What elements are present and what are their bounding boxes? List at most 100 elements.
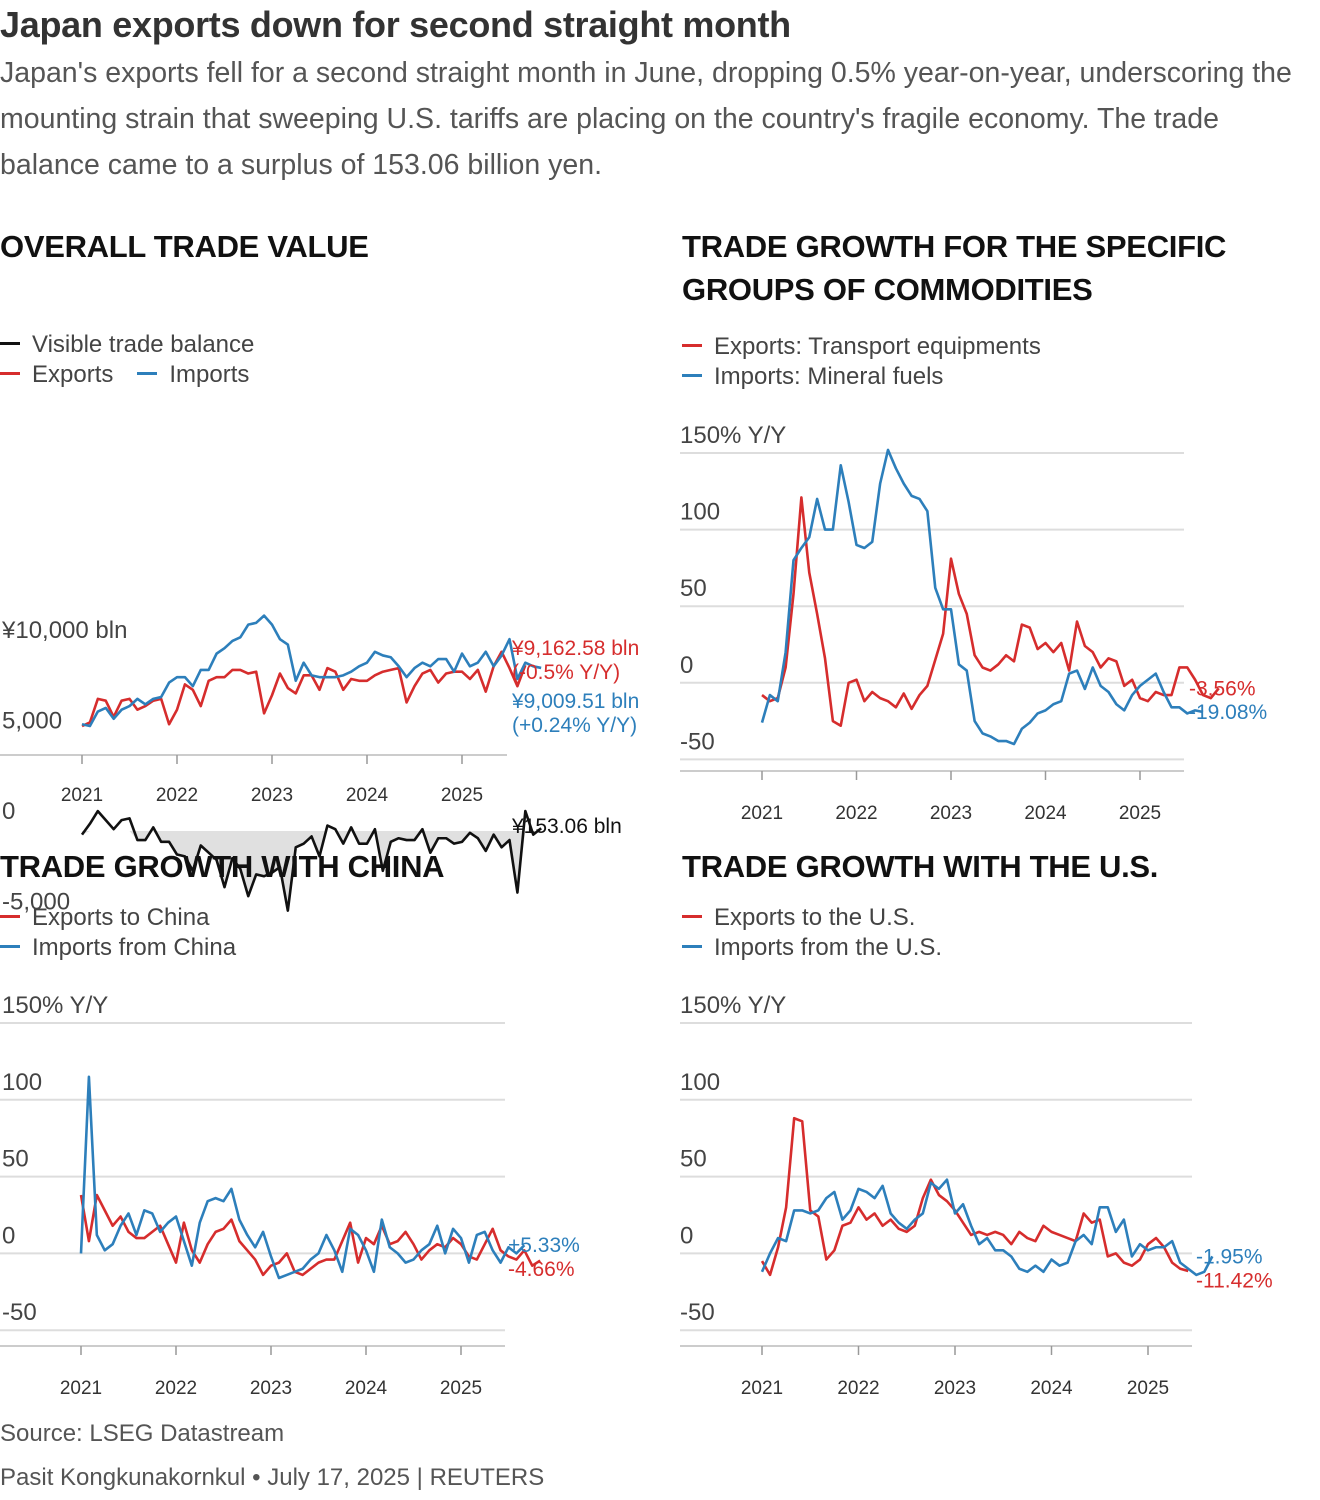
series-line (80, 809, 542, 912)
x-tick-label: 2025 (1127, 1378, 1169, 1399)
panel-title: OVERALL TRADE VALUE (0, 229, 369, 264)
china-growth-chart: 150% Y/Y 100 50 0 -50 2021 2022 2023 2024 2025 -4.… (0, 992, 580, 1399)
y-tick-label: 50 (2, 1146, 29, 1173)
series-line (760, 448, 1204, 746)
series-end-label: +5.33% (508, 1234, 580, 1257)
legend-row: Exports Imports (0, 360, 278, 390)
legend-swatch (682, 374, 702, 378)
deficit-area (82, 831, 542, 911)
legend-row: Imports from China (0, 933, 260, 963)
x-tick-label: 2023 (251, 785, 293, 806)
x-tick-label: 2022 (155, 1378, 197, 1399)
series-end-label: ¥153.06 bln (511, 815, 622, 838)
headline: Japan exports down for second straight m… (0, 4, 791, 45)
chart-legend: Visible trade balance Exports Imports (0, 330, 278, 390)
y-tick-label: -50 (680, 728, 715, 755)
legend-item: Exports to China (0, 903, 209, 933)
series-end-label: -3.56% (1189, 677, 1256, 700)
legend-label: Imports from the U.S. (714, 934, 943, 961)
legend-item: Imports from the U.S. (682, 933, 942, 963)
y-tick-label: 100 (680, 499, 720, 526)
panel-title: TRADE GROWTH WITH CHINA (0, 849, 445, 884)
panel-china-growth: TRADE GROWTH WITH CHINA Exports to China… (0, 845, 640, 1399)
y-tick-label: -50 (680, 1299, 715, 1326)
x-tick-label: 2024 (1030, 1378, 1073, 1399)
series-line (81, 614, 542, 728)
x-tick-label: 2023 (250, 1378, 292, 1399)
series-end-label: -19.08% (1189, 701, 1267, 724)
x-tick-label: 2022 (835, 803, 877, 824)
y-tick-label: 150% Y/Y (680, 992, 786, 1019)
end-label-line: -11.42% (1196, 1269, 1273, 1292)
x-tick-label: 2024 (346, 785, 389, 806)
y-tick-label: 150% Y/Y (2, 992, 108, 1019)
legend-row: Imports from the U.S. (682, 933, 966, 963)
end-label-line: ¥153.06 bln (511, 815, 622, 838)
x-tick-label: 2024 (345, 1378, 388, 1399)
chart-legend: Exports to the U.S. Imports from the U.S… (682, 903, 966, 963)
y-tick-label: 0 (680, 652, 693, 679)
legend-label: Exports: Transport equipments (714, 333, 1041, 360)
legend-label: Exports to China (32, 904, 210, 931)
x-tick-label: 2021 (61, 785, 103, 806)
legend-swatch (0, 945, 20, 949)
end-label-line: ¥9,162.58 bln (511, 637, 639, 660)
x-tick-label: 2024 (1024, 803, 1067, 824)
legend-item: Visible trade balance (0, 330, 254, 360)
chart-legend: Exports to China Imports from China (0, 903, 260, 963)
legend-label: Imports (169, 361, 250, 388)
y-tick-label: -5,000 (2, 889, 70, 916)
y-tick-label: 100 (2, 1069, 42, 1096)
x-tick-label: 2025 (441, 785, 483, 806)
y-tick-label: 5,000 (2, 708, 62, 735)
series-line (81, 650, 527, 728)
panel-title-line2: GROUPS OF COMMODITIES (682, 272, 1093, 307)
chart-legend: Exports: Transport equipments Imports: M… (682, 332, 1065, 392)
end-label-line: -4.66% (508, 1258, 575, 1281)
y-tick-label: 150% Y/Y (680, 422, 786, 449)
y-tick-label: ¥10,000 bln (1, 617, 127, 644)
legend-label: Imports from China (32, 934, 237, 961)
y-tick-label: 50 (680, 1146, 707, 1173)
end-label-line: -19.08% (1189, 701, 1267, 724)
panel-title-line1: TRADE GROWTH FOR THE SPECIFIC (682, 229, 1227, 264)
y-tick-label: -50 (2, 1299, 37, 1326)
panel-title: TRADE GROWTH WITH THE U.S. (682, 849, 1159, 884)
x-tick-label: 2022 (837, 1378, 879, 1399)
end-label-line: -3.56% (1189, 677, 1256, 700)
us-growth-chart: 150% Y/Y 100 50 0 -50 2021 2022 2023 2024 2025 -11… (680, 992, 1273, 1399)
legend-label: Visible trade balance (32, 331, 255, 358)
series-line (760, 1178, 1214, 1277)
legend-row: Exports to the U.S. (682, 903, 966, 933)
x-tick-label: 2023 (934, 1378, 976, 1399)
series-line (79, 1193, 541, 1277)
x-tick-label: 2022 (156, 785, 198, 806)
end-label-line: (-0.5% Y/Y) (512, 661, 620, 684)
legend-item: Exports to the U.S. (682, 903, 915, 933)
dek: Japan's exports fell for a second straig… (0, 57, 1292, 181)
legend-item: Exports: Transport equipments (682, 332, 1041, 362)
legend-row: Visible trade balance (0, 330, 278, 360)
series-end-label: -1.95% (1196, 1245, 1263, 1268)
series-end-label: ¥9,009.51 bln (+0.24% Y/Y) (511, 690, 639, 737)
panel-overall-trade: OVERALL TRADE VALUE Visible trade balanc… (0, 225, 640, 916)
x-tick-label: 2021 (741, 1378, 783, 1399)
commodity-growth-chart: 150% Y/Y 100 50 0 -50 2021 2022 2023 2024 2025 -3.… (680, 422, 1267, 824)
x-tick-label: 2023 (930, 803, 972, 824)
legend-row: Exports: Transport equipments (682, 332, 1065, 362)
legend-swatch (0, 372, 20, 376)
series-line (761, 496, 1220, 727)
y-tick-label: 50 (680, 575, 707, 602)
series-end-label: -11.42% (1196, 1269, 1273, 1292)
x-tick-label: 2025 (440, 1378, 482, 1399)
series-end-label: -4.66% (508, 1258, 575, 1281)
legend-row: Imports: Mineral fuels (682, 362, 1065, 392)
x-tick-label: 2021 (741, 803, 783, 824)
legend-item: Exports (0, 360, 113, 390)
legend-swatch (682, 344, 702, 348)
legend-item: Imports: Mineral fuels (682, 362, 943, 392)
end-label-line: ¥9,009.51 bln (511, 690, 639, 713)
y-tick-label: 0 (2, 1222, 15, 1249)
legend-swatch (0, 915, 20, 919)
legend-label: Exports to the U.S. (714, 904, 916, 931)
